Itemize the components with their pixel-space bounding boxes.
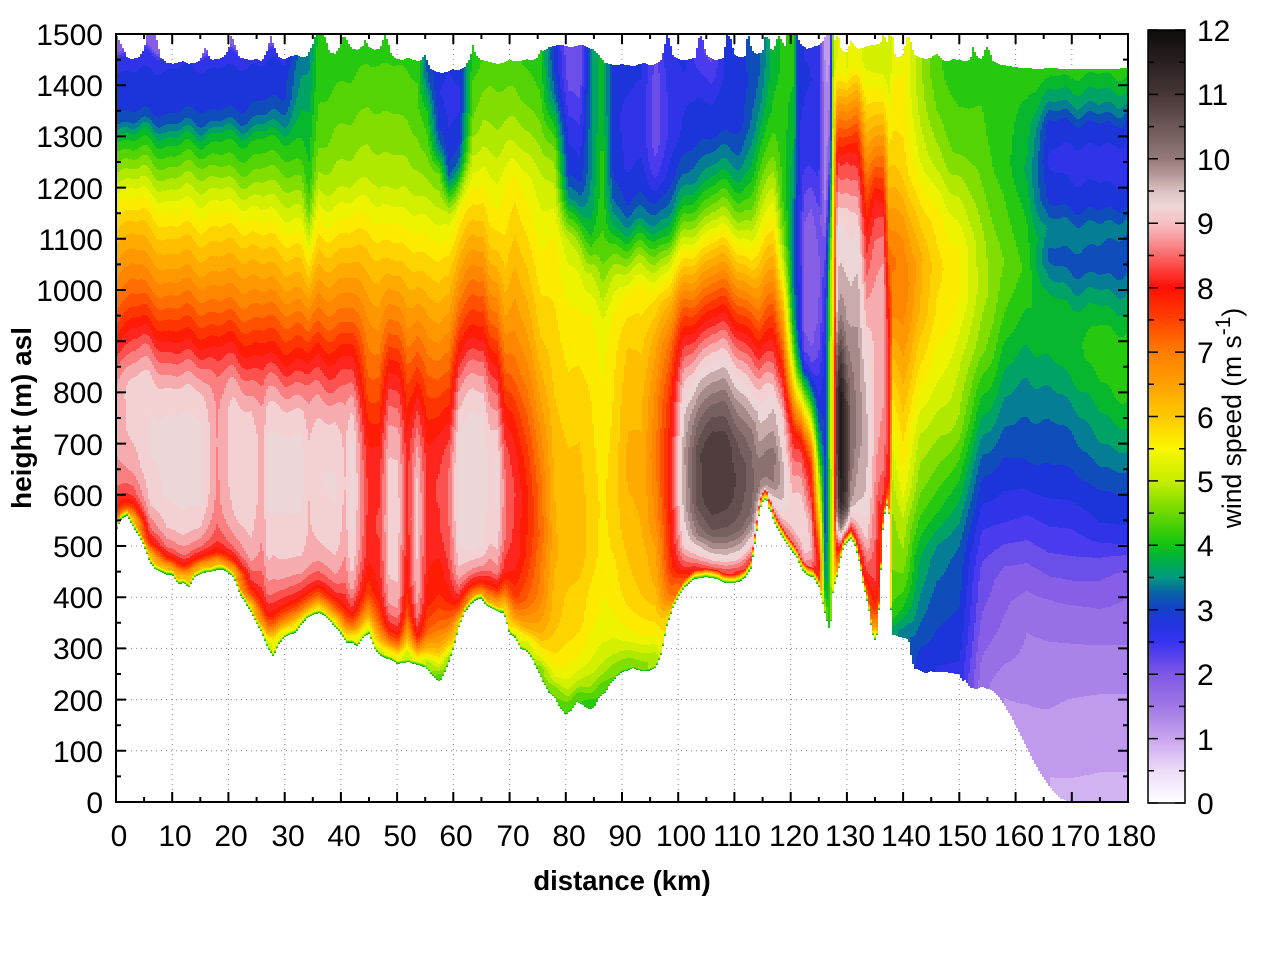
svg-text:11: 11 bbox=[1197, 79, 1228, 112]
svg-text:80: 80 bbox=[552, 820, 585, 853]
svg-text:40: 40 bbox=[327, 820, 360, 853]
svg-text:100: 100 bbox=[53, 736, 103, 769]
svg-text:0: 0 bbox=[86, 787, 103, 820]
svg-text:1400: 1400 bbox=[36, 70, 103, 103]
svg-text:700: 700 bbox=[53, 429, 103, 462]
svg-text:110: 110 bbox=[713, 820, 761, 853]
svg-text:height (m) asl: height (m) asl bbox=[6, 327, 37, 509]
svg-text:7: 7 bbox=[1197, 337, 1214, 370]
svg-text:400: 400 bbox=[53, 582, 103, 615]
svg-text:160: 160 bbox=[994, 820, 1044, 853]
svg-text:0: 0 bbox=[111, 820, 128, 853]
svg-text:6: 6 bbox=[1197, 402, 1214, 435]
svg-text:0: 0 bbox=[1197, 788, 1214, 821]
svg-text:10: 10 bbox=[1197, 144, 1230, 177]
svg-text:1500: 1500 bbox=[36, 19, 103, 52]
svg-text:distance (km): distance (km) bbox=[533, 865, 710, 896]
svg-text:50: 50 bbox=[383, 820, 416, 853]
svg-text:300: 300 bbox=[53, 633, 103, 666]
svg-text:150: 150 bbox=[937, 820, 987, 853]
svg-text:130: 130 bbox=[825, 820, 875, 853]
svg-text:9: 9 bbox=[1197, 208, 1214, 241]
svg-text:170: 170 bbox=[1050, 820, 1100, 853]
svg-text:200: 200 bbox=[53, 685, 103, 718]
svg-text:900: 900 bbox=[53, 326, 103, 359]
svg-text:1100: 1100 bbox=[38, 224, 103, 257]
svg-text:70: 70 bbox=[496, 820, 529, 853]
svg-text:100: 100 bbox=[656, 820, 706, 853]
svg-text:90: 90 bbox=[608, 820, 641, 853]
svg-text:30: 30 bbox=[271, 820, 304, 853]
svg-text:600: 600 bbox=[53, 480, 103, 513]
svg-text:180: 180 bbox=[1106, 820, 1156, 853]
svg-text:1200: 1200 bbox=[36, 173, 103, 206]
svg-text:12: 12 bbox=[1197, 15, 1230, 48]
svg-text:1: 1 bbox=[1197, 724, 1214, 757]
svg-text:4: 4 bbox=[1197, 530, 1214, 563]
svg-text:1000: 1000 bbox=[36, 275, 103, 308]
svg-text:wind speed (m s-1): wind speed (m s-1) bbox=[1212, 308, 1248, 529]
svg-text:2: 2 bbox=[1197, 659, 1214, 692]
svg-text:120: 120 bbox=[769, 820, 819, 853]
svg-text:60: 60 bbox=[439, 820, 472, 853]
svg-text:5: 5 bbox=[1197, 466, 1214, 499]
svg-text:500: 500 bbox=[53, 531, 103, 564]
svg-text:1300: 1300 bbox=[36, 121, 103, 154]
svg-text:3: 3 bbox=[1197, 595, 1214, 628]
svg-text:20: 20 bbox=[214, 820, 247, 853]
svg-text:10: 10 bbox=[158, 820, 191, 853]
svg-text:800: 800 bbox=[53, 377, 103, 410]
svg-text:8: 8 bbox=[1197, 273, 1214, 306]
svg-text:140: 140 bbox=[881, 820, 931, 853]
